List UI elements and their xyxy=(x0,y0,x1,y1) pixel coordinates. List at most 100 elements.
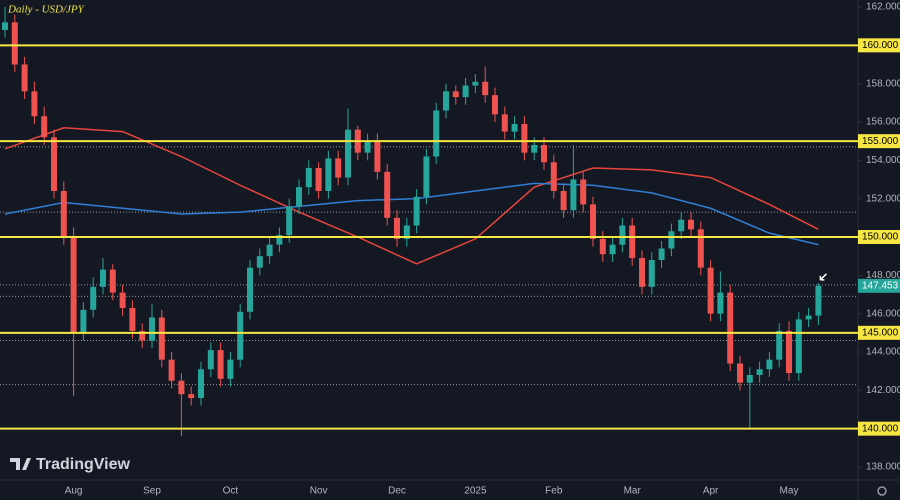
candle-body xyxy=(776,330,783,360)
level-label: 155.000 xyxy=(862,136,899,147)
candle-body xyxy=(364,141,371,153)
candle-body xyxy=(90,286,97,310)
last-price-label: 147.453 xyxy=(862,280,899,291)
candle-body xyxy=(541,145,547,163)
candle-body xyxy=(70,237,77,333)
candle-body xyxy=(217,350,224,379)
settings-icon[interactable] xyxy=(877,486,887,496)
candle-body xyxy=(815,285,822,316)
candle-body xyxy=(668,231,675,249)
candle-body xyxy=(443,91,449,111)
candle-body xyxy=(2,22,8,30)
candle-body xyxy=(325,158,332,191)
candle-body xyxy=(472,81,479,86)
candle-body xyxy=(237,311,244,360)
candle-body xyxy=(413,196,420,226)
candle-body xyxy=(678,219,685,232)
candle-body xyxy=(305,168,312,188)
level-label-box xyxy=(858,421,900,436)
candle-body xyxy=(629,225,636,259)
chart-title: Daily - USD/JPY xyxy=(7,4,86,16)
candle-body xyxy=(658,248,665,260)
candle-body xyxy=(178,380,185,395)
level-label-box xyxy=(858,134,900,149)
candle-body xyxy=(139,330,146,341)
x-tick-label: Apr xyxy=(703,486,719,497)
candle-body xyxy=(129,307,136,331)
y-tick-label: 142.000 xyxy=(866,385,900,396)
plot-area xyxy=(0,7,858,437)
candle-body xyxy=(335,158,342,178)
pointer-arrow xyxy=(819,273,827,281)
moving-average xyxy=(4,126,819,265)
candle-body xyxy=(550,162,557,191)
last-price-box xyxy=(858,278,900,293)
x-tick-label: 2025 xyxy=(464,486,487,497)
candle-body xyxy=(198,369,204,398)
candle-body xyxy=(746,375,753,383)
candle-body xyxy=(394,217,400,239)
logo-icon xyxy=(10,458,31,470)
candle-body xyxy=(756,369,763,375)
candle-body xyxy=(11,22,18,65)
y-tick-label: 144.000 xyxy=(866,347,900,358)
candle-body xyxy=(423,156,430,197)
candle-body xyxy=(119,292,126,308)
candle-body xyxy=(737,363,743,383)
candle-body xyxy=(21,64,28,92)
y-tick-label: 158.000 xyxy=(866,78,900,89)
candle-body xyxy=(188,394,195,398)
candle-body xyxy=(482,81,489,96)
candle-body xyxy=(158,317,165,360)
candle-body xyxy=(727,292,734,364)
x-tick-label: May xyxy=(780,486,799,497)
candle-body xyxy=(560,191,567,211)
candle-body xyxy=(492,95,498,115)
candle-body xyxy=(227,359,234,379)
candle-body xyxy=(599,238,606,255)
candle-body xyxy=(648,260,655,287)
candle-body xyxy=(247,267,253,312)
y-tick-label: 156.000 xyxy=(866,117,900,128)
candle-body xyxy=(717,292,724,314)
axes: 138.000 140.000 142.000 144.000 146.000 148.0… xyxy=(65,2,900,497)
candle-body xyxy=(570,179,577,211)
candle-body xyxy=(286,206,293,236)
logo: TradingView xyxy=(10,456,131,473)
candle-body xyxy=(80,309,87,333)
x-tick-label: Nov xyxy=(310,486,328,497)
candle-body xyxy=(345,129,351,178)
candle-body xyxy=(580,179,587,205)
candle-body xyxy=(521,123,528,153)
candle-body xyxy=(688,219,694,230)
candle-body xyxy=(433,110,440,157)
candle-body xyxy=(786,330,792,374)
level-label: 140.000 xyxy=(862,423,899,434)
x-tick-label: Sep xyxy=(143,486,161,497)
candle-body xyxy=(256,256,263,268)
candle-body xyxy=(51,137,57,191)
candle-body xyxy=(31,91,38,117)
candle-body xyxy=(296,187,302,207)
level-label: 145.000 xyxy=(862,327,899,338)
candle-body xyxy=(276,235,283,245)
candle-body xyxy=(697,229,704,268)
candle-body xyxy=(266,244,273,257)
candle-body xyxy=(531,145,538,153)
candle-body xyxy=(795,319,802,374)
y-tick-label: 138.000 xyxy=(866,462,900,473)
y-tick-label: 148.000 xyxy=(866,270,900,281)
candle-body xyxy=(315,168,322,191)
candle-body xyxy=(149,317,155,341)
level-label-box xyxy=(858,230,900,244)
candle-body xyxy=(109,269,116,293)
x-tick-label: Mar xyxy=(624,486,642,497)
y-tick-label: 146.000 xyxy=(866,308,900,319)
candle-body xyxy=(805,315,812,320)
candle-body xyxy=(100,269,106,287)
x-tick-label: Dec xyxy=(388,486,406,497)
x-tick-label: Aug xyxy=(65,486,83,497)
y-tick-label: 162.000 xyxy=(866,2,900,13)
candle-body xyxy=(462,85,469,98)
